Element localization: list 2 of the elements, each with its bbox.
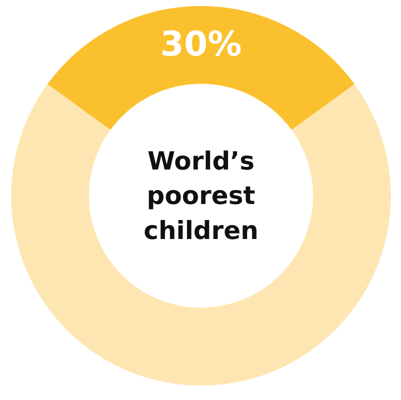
text: World’s poorest children bbox=[144, 146, 258, 246]
data-label: 30% bbox=[160, 24, 242, 64]
